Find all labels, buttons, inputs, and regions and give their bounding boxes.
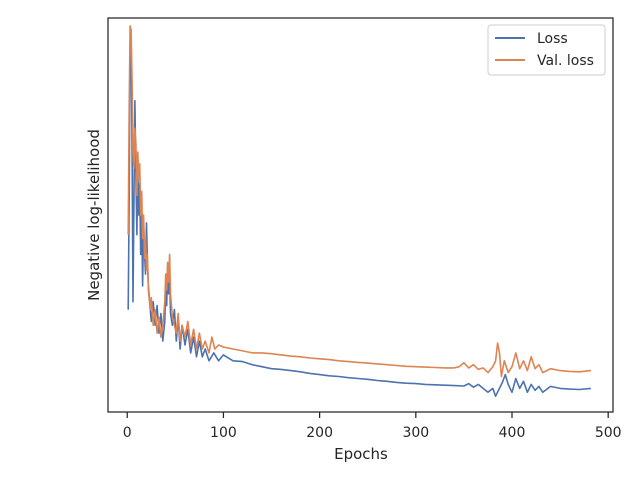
series-line-val-loss	[127, 25, 591, 378]
legend: Loss Val. loss	[487, 24, 606, 76]
x-tick-label-200: 200	[306, 425, 333, 441]
legend-label-val-loss: Val. loss	[537, 53, 594, 69]
x-tick-label-300: 300	[402, 425, 429, 441]
x-tick-label-0: 0	[123, 425, 132, 441]
plot-frame	[107, 17, 614, 413]
legend-label-loss: Loss	[537, 31, 568, 47]
x-ticks: 0 100 200 300 400 500	[123, 412, 622, 441]
series-line-loss	[127, 36, 591, 397]
series-layer	[127, 25, 591, 397]
x-axis-label: Epochs	[334, 445, 388, 463]
x-tick-label-100: 100	[210, 425, 237, 441]
x-tick-label-500: 500	[595, 425, 622, 441]
y-axis-label: Negative log-likelihood	[85, 129, 103, 301]
x-tick-label-400: 400	[499, 425, 526, 441]
